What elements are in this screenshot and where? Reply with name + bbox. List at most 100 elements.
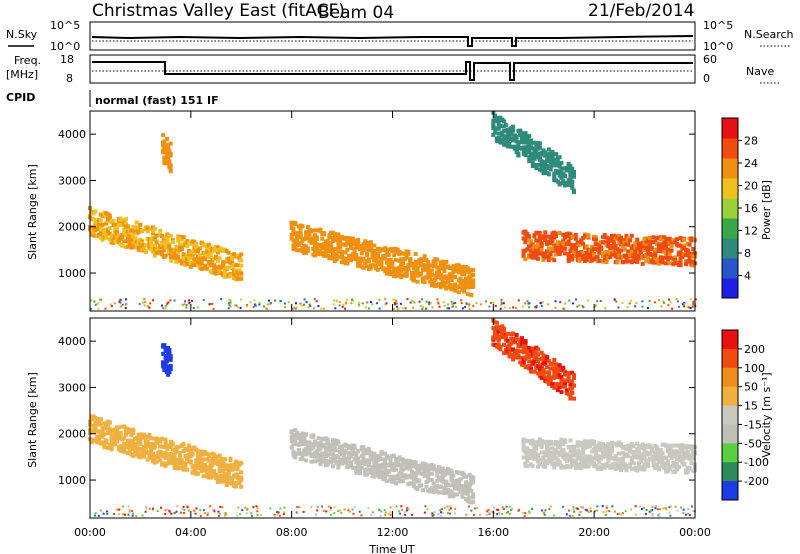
cell	[667, 255, 672, 260]
colorbar-tick-label: 100	[744, 362, 765, 375]
cell	[359, 454, 364, 459]
cell	[550, 457, 555, 462]
cell	[471, 479, 476, 484]
noise-cell	[278, 514, 281, 517]
noise-cell	[266, 303, 269, 306]
cell	[429, 283, 434, 288]
cell	[568, 382, 573, 387]
cell	[555, 370, 560, 375]
cell	[113, 239, 118, 244]
cell	[435, 473, 440, 478]
cell	[471, 500, 476, 505]
noise-cell	[617, 306, 620, 309]
cell	[584, 244, 589, 249]
cell	[296, 248, 301, 253]
cell	[543, 465, 548, 470]
cell	[541, 456, 546, 461]
cell	[300, 451, 305, 456]
cell	[214, 265, 219, 270]
noise-cell	[279, 507, 282, 510]
noise-cell	[315, 300, 318, 303]
cell	[555, 179, 560, 184]
cell	[604, 249, 609, 254]
cell	[669, 448, 674, 453]
cell	[160, 252, 165, 257]
noise-cell	[442, 301, 445, 304]
cell	[676, 450, 681, 455]
cell	[374, 264, 379, 269]
noise-cell	[586, 299, 589, 302]
cell	[539, 168, 544, 173]
cell	[426, 470, 431, 475]
cell	[107, 231, 112, 236]
cell	[127, 234, 132, 239]
cell	[348, 255, 353, 260]
noise-cell	[635, 301, 638, 304]
noise-cell	[638, 505, 641, 508]
noise-cell	[467, 505, 470, 508]
cell	[498, 347, 503, 352]
cell	[107, 420, 112, 425]
cell	[131, 234, 136, 239]
cell	[539, 443, 544, 448]
cell	[651, 455, 656, 460]
cell	[336, 234, 341, 239]
noise-cell	[277, 511, 280, 514]
cell	[545, 461, 550, 466]
cell	[498, 344, 503, 349]
cell	[573, 464, 578, 469]
noise-cell	[407, 508, 410, 511]
cell	[557, 382, 562, 387]
noise-cell	[371, 303, 374, 306]
noise-cell	[166, 508, 169, 511]
noise-cell	[284, 306, 287, 309]
cell	[507, 343, 512, 348]
cell	[628, 447, 633, 452]
cell	[691, 246, 696, 251]
cell	[586, 464, 591, 469]
cell	[341, 453, 346, 458]
cell	[161, 133, 166, 138]
cell	[451, 492, 456, 497]
cell	[190, 260, 195, 265]
noise-cell	[170, 512, 173, 515]
noise-cell	[493, 506, 496, 509]
noise-cell	[596, 509, 599, 512]
cell	[129, 433, 134, 438]
cell	[203, 242, 208, 247]
cell	[444, 259, 449, 264]
cell	[426, 472, 431, 477]
noise-cell	[344, 301, 347, 304]
cell	[172, 453, 177, 458]
cell	[415, 279, 420, 284]
noise-cell	[314, 514, 317, 517]
cell	[93, 429, 98, 434]
noise-cell	[283, 302, 286, 305]
cell	[527, 159, 532, 164]
cell	[682, 451, 687, 456]
cell	[660, 260, 665, 265]
cell	[178, 242, 183, 247]
cell	[122, 239, 127, 244]
noise-cell	[291, 307, 294, 310]
cell	[680, 254, 685, 259]
cell	[393, 476, 398, 481]
noise-cell	[209, 505, 212, 508]
colorbar-segment	[722, 481, 738, 501]
cell	[620, 451, 625, 456]
cell	[147, 432, 152, 437]
cell	[188, 255, 193, 260]
noise-cell	[461, 307, 464, 310]
power-ylabel: Slant Range [km]	[26, 164, 39, 260]
noise-cell	[401, 307, 404, 310]
noise-cell	[500, 301, 503, 304]
noise-cell	[634, 505, 637, 508]
noise-cell	[581, 506, 584, 509]
cell	[546, 447, 551, 452]
cell	[140, 435, 145, 440]
cell	[375, 252, 380, 257]
cell	[676, 243, 681, 248]
colorbar-tick-label: 24	[744, 157, 758, 170]
noise-cell	[235, 304, 238, 307]
cell	[330, 239, 335, 244]
